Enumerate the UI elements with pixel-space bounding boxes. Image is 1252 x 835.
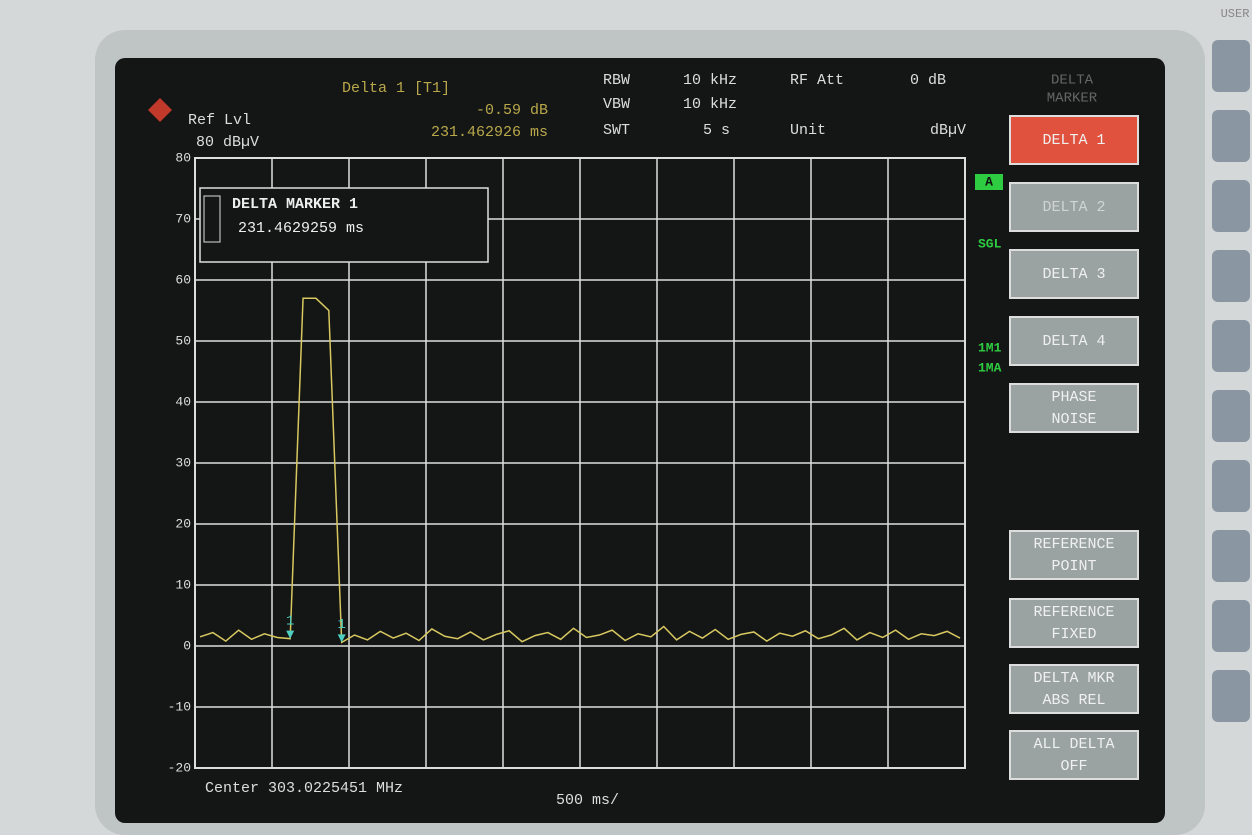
rf-att-value: 0 dB bbox=[910, 72, 946, 89]
softkey-label: FIXED bbox=[1051, 626, 1096, 643]
marker-label: 1 bbox=[337, 617, 345, 633]
hardware-key[interactable] bbox=[1212, 250, 1250, 302]
swt-value: 5 s bbox=[703, 122, 730, 139]
softkey-label: NOISE bbox=[1051, 411, 1096, 428]
menu-title: DELTA bbox=[1051, 73, 1094, 89]
unit-label: Unit bbox=[790, 122, 826, 139]
softkey-label: DELTA MKR bbox=[1033, 670, 1114, 687]
y-tick-label: 30 bbox=[175, 455, 191, 470]
marker-label: 1 bbox=[286, 613, 294, 629]
y-tick-label: 10 bbox=[175, 577, 191, 592]
ref-lvl-value: 80 dBµV bbox=[196, 134, 259, 151]
hardware-key[interactable] bbox=[1212, 180, 1250, 232]
hardware-key[interactable] bbox=[1212, 110, 1250, 162]
y-tick-label: 80 bbox=[175, 150, 191, 165]
marker-box-value: 231.4629259 ms bbox=[238, 220, 364, 237]
side-label: A bbox=[985, 174, 993, 189]
vbw-value: 10 kHz bbox=[683, 96, 737, 113]
y-tick-label: 40 bbox=[175, 394, 191, 409]
delta-time: 231.462926 ms bbox=[431, 124, 548, 141]
hardware-key[interactable] bbox=[1212, 40, 1250, 92]
screen-photo: USER Delta 1 [T1] -0.59 dB 231.462926 ms… bbox=[0, 0, 1252, 835]
hardware-key[interactable] bbox=[1212, 460, 1250, 512]
swt-label: SWT bbox=[603, 122, 630, 139]
delta-level: -0.59 dB bbox=[476, 102, 548, 119]
side-label: 1M1 bbox=[978, 340, 1002, 355]
vbw-label: VBW bbox=[603, 96, 630, 113]
center-freq: Center 303.0225451 MHz bbox=[205, 780, 403, 797]
softkey-label: REFERENCE bbox=[1033, 604, 1114, 621]
softkey-label: ALL DELTA bbox=[1033, 736, 1114, 753]
y-tick-label: 0 bbox=[183, 638, 191, 653]
hardware-key[interactable] bbox=[1212, 320, 1250, 372]
softkey-label: PHASE bbox=[1051, 389, 1096, 406]
softkey-label: ABS REL bbox=[1042, 692, 1105, 709]
side-label: 1MA bbox=[978, 360, 1002, 375]
hardware-key[interactable] bbox=[1212, 600, 1250, 652]
hardware-key[interactable] bbox=[1212, 670, 1250, 722]
delta-label: Delta 1 [T1] bbox=[342, 80, 450, 97]
softkey-label: DELTA 1 bbox=[1042, 132, 1105, 149]
softkey-label: REFERENCE bbox=[1033, 536, 1114, 553]
hardware-key[interactable] bbox=[1212, 530, 1250, 582]
softkey-label: POINT bbox=[1051, 558, 1096, 575]
hardware-key[interactable] bbox=[1212, 390, 1250, 442]
y-tick-label: -20 bbox=[168, 760, 191, 775]
rf-att-label: RF Att bbox=[790, 72, 844, 89]
marker-box-title: DELTA MARKER 1 bbox=[232, 196, 358, 213]
y-tick-label: 60 bbox=[175, 272, 191, 287]
softkey-label: DELTA 3 bbox=[1042, 266, 1105, 283]
rbw-value: 10 kHz bbox=[683, 72, 737, 89]
y-tick-label: -10 bbox=[168, 699, 191, 714]
rbw-label: RBW bbox=[603, 72, 630, 89]
span: 500 ms/ bbox=[556, 792, 619, 809]
softkey-label: OFF bbox=[1060, 758, 1087, 775]
softkey-label: DELTA 2 bbox=[1042, 199, 1105, 216]
y-tick-label: 70 bbox=[175, 211, 191, 226]
menu-title: MARKER bbox=[1047, 91, 1098, 107]
y-tick-label: 20 bbox=[175, 516, 191, 531]
ref-lvl-label: Ref Lvl bbox=[188, 112, 251, 129]
unit-value: dBµV bbox=[930, 122, 966, 139]
y-tick-label: 50 bbox=[175, 333, 191, 348]
side-label: SGL bbox=[978, 236, 1002, 251]
softkey-label: DELTA 4 bbox=[1042, 333, 1105, 350]
corner-label: USER bbox=[1221, 7, 1250, 21]
